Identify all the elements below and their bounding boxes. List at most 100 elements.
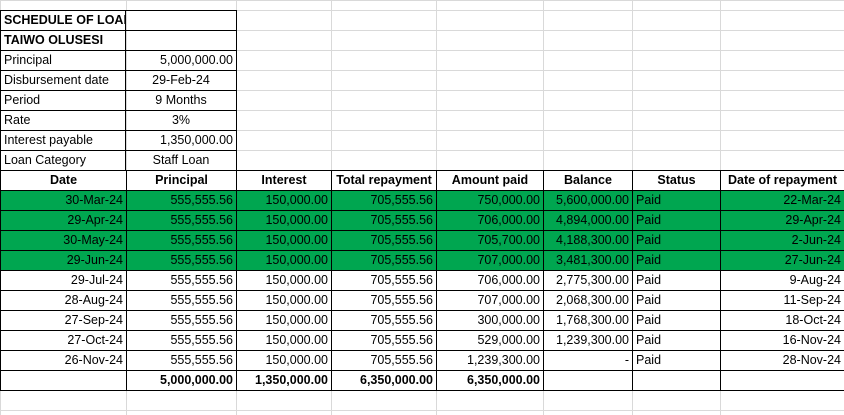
- table-cell[interactable]: 4,188,300.00: [543, 230, 633, 251]
- table-cell[interactable]: Paid: [632, 250, 721, 271]
- info-value-cell[interactable]: Staff Loan: [125, 150, 237, 171]
- table-cell[interactable]: 150,000.00: [236, 310, 332, 331]
- table-cell[interactable]: Paid: [632, 210, 721, 231]
- table-cell[interactable]: 150,000.00: [236, 290, 332, 311]
- table-cell[interactable]: 27-Sep-24: [0, 310, 127, 331]
- table-cell[interactable]: 705,555.56: [331, 310, 437, 331]
- table-cell[interactable]: 150,000.00: [236, 230, 332, 251]
- table-cell[interactable]: 1,768,300.00: [543, 310, 633, 331]
- column-header-cell[interactable]: Status: [632, 170, 721, 191]
- table-cell[interactable]: 555,555.56: [126, 190, 237, 211]
- table-cell[interactable]: 705,555.56: [331, 330, 437, 351]
- column-header-cell[interactable]: Interest: [236, 170, 332, 191]
- table-cell[interactable]: 300,000.00: [436, 310, 544, 331]
- table-cell[interactable]: Paid: [632, 330, 721, 351]
- totals-cell[interactable]: 6,350,000.00: [331, 370, 437, 391]
- table-cell[interactable]: 707,000.00: [436, 290, 544, 311]
- table-cell[interactable]: 150,000.00: [236, 190, 332, 211]
- info-label-cell[interactable]: Disbursement date: [0, 70, 126, 91]
- totals-cell[interactable]: 5,000,000.00: [126, 370, 237, 391]
- table-cell[interactable]: 555,555.56: [126, 210, 237, 231]
- table-cell[interactable]: 2,775,300.00: [543, 270, 633, 291]
- table-cell[interactable]: 705,555.56: [331, 290, 437, 311]
- table-cell[interactable]: 705,555.56: [331, 250, 437, 271]
- table-cell[interactable]: 555,555.56: [126, 310, 237, 331]
- info-label-cell[interactable]: Interest payable: [0, 130, 126, 151]
- table-cell[interactable]: 706,000.00: [436, 210, 544, 231]
- table-cell[interactable]: 750,000.00: [436, 190, 544, 211]
- totals-empty-cell[interactable]: [632, 370, 721, 391]
- table-cell[interactable]: 706,000.00: [436, 270, 544, 291]
- table-cell[interactable]: Paid: [632, 270, 721, 291]
- table-cell[interactable]: 4,894,000.00: [543, 210, 633, 231]
- info-value-cell[interactable]: 1,350,000.00: [125, 130, 237, 151]
- table-cell[interactable]: 555,555.56: [126, 330, 237, 351]
- table-cell[interactable]: 5,600,000.00: [543, 190, 633, 211]
- table-cell[interactable]: 29-Jul-24: [0, 270, 127, 291]
- cell-title[interactable]: SCHEDULE OF LOAN: [0, 10, 126, 31]
- table-cell[interactable]: 555,555.56: [126, 290, 237, 311]
- table-cell[interactable]: 29-Jun-24: [0, 250, 127, 271]
- table-cell[interactable]: 555,555.56: [126, 230, 237, 251]
- table-cell[interactable]: 707,000.00: [436, 250, 544, 271]
- column-header-cell[interactable]: Date of repayment: [720, 170, 844, 191]
- info-value-cell[interactable]: 29-Feb-24: [125, 70, 237, 91]
- table-cell[interactable]: 555,555.56: [126, 270, 237, 291]
- table-cell[interactable]: 9-Aug-24: [720, 270, 844, 291]
- table-cell[interactable]: 29-Apr-24: [720, 210, 844, 231]
- table-cell[interactable]: 26-Nov-24: [0, 350, 127, 371]
- info-value-cell[interactable]: 5,000,000.00: [125, 50, 237, 71]
- table-cell[interactable]: Paid: [632, 290, 721, 311]
- totals-cell[interactable]: 6,350,000.00: [436, 370, 544, 391]
- table-cell[interactable]: 150,000.00: [236, 350, 332, 371]
- totals-empty-cell[interactable]: [543, 370, 633, 391]
- table-cell[interactable]: 16-Nov-24: [720, 330, 844, 351]
- info-label-cell[interactable]: Period: [0, 90, 126, 111]
- column-header-cell[interactable]: Total repayment: [331, 170, 437, 191]
- table-cell[interactable]: Paid: [632, 310, 721, 331]
- table-cell[interactable]: 705,555.56: [331, 270, 437, 291]
- info-value-cell[interactable]: 9 Months: [125, 90, 237, 111]
- table-cell[interactable]: -: [543, 350, 633, 371]
- column-header-cell[interactable]: Principal: [126, 170, 237, 191]
- totals-cell[interactable]: 1,350,000.00: [236, 370, 332, 391]
- table-cell[interactable]: 1,239,300.00: [543, 330, 633, 351]
- table-cell[interactable]: Paid: [632, 350, 721, 371]
- table-cell[interactable]: 705,555.56: [331, 350, 437, 371]
- table-cell[interactable]: Paid: [632, 190, 721, 211]
- table-cell[interactable]: 11-Sep-24: [720, 290, 844, 311]
- cell-borrower-value[interactable]: [125, 30, 237, 51]
- table-cell[interactable]: 27-Jun-24: [720, 250, 844, 271]
- info-label-cell[interactable]: Rate: [0, 110, 126, 131]
- table-cell[interactable]: 705,555.56: [331, 190, 437, 211]
- table-cell[interactable]: 150,000.00: [236, 330, 332, 351]
- table-cell[interactable]: 705,555.56: [331, 230, 437, 251]
- info-label-cell[interactable]: Loan Category: [0, 150, 126, 171]
- table-cell[interactable]: 2-Jun-24: [720, 230, 844, 251]
- info-value-cell[interactable]: 3%: [125, 110, 237, 131]
- table-cell[interactable]: 529,000.00: [436, 330, 544, 351]
- table-cell[interactable]: 150,000.00: [236, 210, 332, 231]
- table-cell[interactable]: 555,555.56: [126, 250, 237, 271]
- table-cell[interactable]: Paid: [632, 230, 721, 251]
- column-header-cell[interactable]: Amount paid: [436, 170, 544, 191]
- table-cell[interactable]: 705,555.56: [331, 210, 437, 231]
- column-header-cell[interactable]: Date: [0, 170, 127, 191]
- table-cell[interactable]: 30-May-24: [0, 230, 127, 251]
- table-cell[interactable]: 18-Oct-24: [720, 310, 844, 331]
- table-cell[interactable]: 3,481,300.00: [543, 250, 633, 271]
- table-cell[interactable]: 1,239,300.00: [436, 350, 544, 371]
- table-cell[interactable]: 30-Mar-24: [0, 190, 127, 211]
- info-label-cell[interactable]: Principal: [0, 50, 126, 71]
- table-cell[interactable]: 27-Oct-24: [0, 330, 127, 351]
- table-cell[interactable]: 150,000.00: [236, 250, 332, 271]
- table-cell[interactable]: 28-Nov-24: [720, 350, 844, 371]
- column-header-cell[interactable]: Balance: [543, 170, 633, 191]
- table-cell[interactable]: 705,700.00: [436, 230, 544, 251]
- table-cell[interactable]: 22-Mar-24: [720, 190, 844, 211]
- table-cell[interactable]: 150,000.00: [236, 270, 332, 291]
- cell-title-value[interactable]: [125, 10, 237, 31]
- totals-label-cell[interactable]: [0, 370, 127, 391]
- table-cell[interactable]: 2,068,300.00: [543, 290, 633, 311]
